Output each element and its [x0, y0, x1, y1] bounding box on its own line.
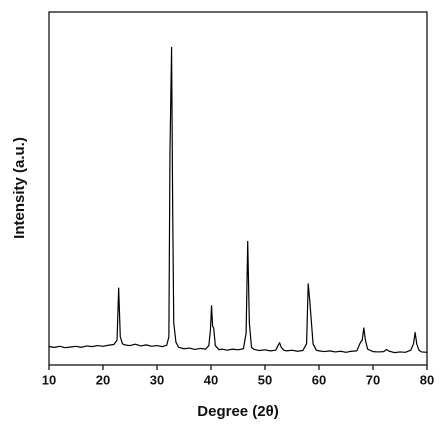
x-tick-label: 50	[258, 372, 272, 387]
xrd-line	[48, 46, 428, 354]
y-axis-label: Intensity (a.u.)	[11, 137, 28, 239]
plot-frame	[48, 11, 428, 366]
x-tick-label: 10	[42, 372, 56, 387]
x-tick-label: 80	[420, 372, 434, 387]
x-tick-label: 30	[150, 372, 164, 387]
x-tick-label: 20	[96, 372, 110, 387]
x-axis-label: Degree (2θ)	[197, 403, 278, 420]
x-tick-label: 40	[204, 372, 218, 387]
x-tick-label: 70	[366, 372, 380, 387]
x-tick-label: 60	[312, 372, 326, 387]
